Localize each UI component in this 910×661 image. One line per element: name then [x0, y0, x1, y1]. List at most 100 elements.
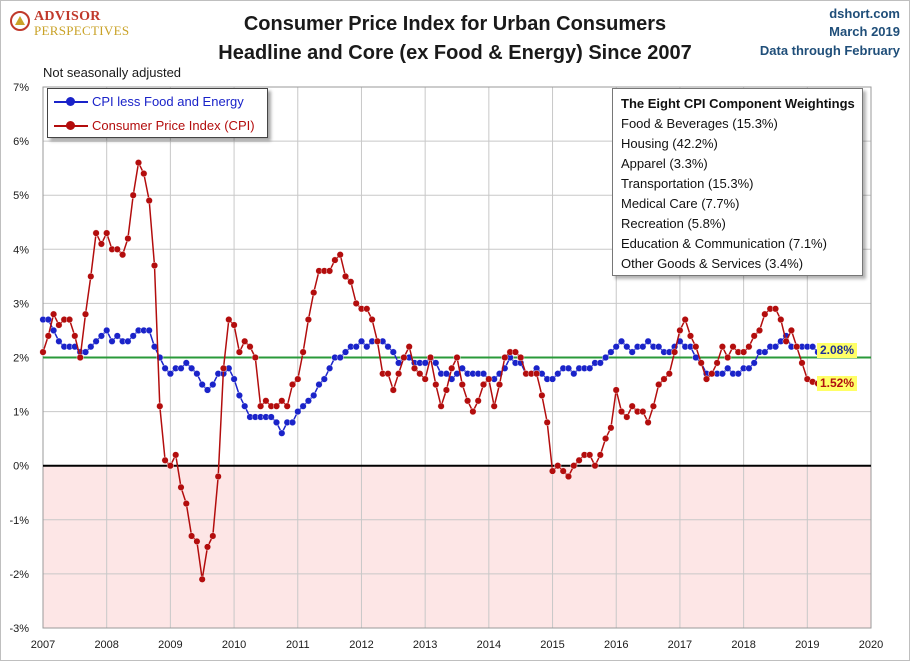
- x-tick-label: 2018: [731, 639, 755, 651]
- data-point-cpi: [352, 299, 360, 307]
- data-point-core: [772, 343, 780, 351]
- data-point-core: [103, 326, 111, 334]
- data-point-core: [235, 391, 243, 399]
- data-point-cpi: [50, 310, 58, 318]
- data-point-core: [198, 381, 206, 389]
- data-point-cpi: [161, 456, 169, 464]
- y-tick-label: 3%: [13, 298, 29, 310]
- data-point-cpi: [485, 375, 493, 383]
- data-point-core: [363, 343, 371, 351]
- data-point-core: [50, 326, 58, 334]
- x-tick-label: 2008: [94, 639, 118, 651]
- data-point-cpi: [39, 348, 47, 356]
- data-point-cpi: [411, 364, 419, 372]
- data-point-cpi: [342, 272, 350, 280]
- data-point-cpi: [405, 343, 413, 351]
- x-tick-label: 2011: [286, 639, 310, 651]
- data-point-cpi: [124, 234, 132, 242]
- data-point-cpi: [448, 364, 456, 372]
- data-point-cpi: [437, 402, 445, 410]
- data-point-cpi: [235, 348, 243, 356]
- data-point-core: [177, 364, 185, 372]
- data-point-cpi: [639, 408, 647, 416]
- data-point-cpi: [644, 418, 652, 426]
- logo-text-perspectives: PERSPECTIVES: [34, 23, 130, 38]
- data-point-cpi: [76, 354, 84, 362]
- data-point-cpi: [44, 332, 52, 340]
- data-point-cpi: [310, 289, 318, 297]
- data-point-cpi: [607, 424, 615, 432]
- data-point-core: [602, 354, 610, 362]
- x-tick-label: 2010: [222, 639, 246, 651]
- data-point-cpi: [745, 343, 753, 351]
- logo-text-advisor: ADVISOR: [34, 9, 101, 24]
- x-tick-label: 2013: [413, 639, 437, 651]
- data-point-cpi: [140, 170, 148, 178]
- data-point-cpi: [665, 370, 673, 378]
- data-point-cpi: [347, 278, 355, 286]
- data-point-cpi: [251, 354, 259, 362]
- data-point-cpi: [389, 386, 397, 394]
- data-point-cpi: [602, 435, 610, 443]
- data-point-core: [129, 332, 137, 340]
- data-point-cpi: [575, 456, 583, 464]
- data-point-cpi: [612, 386, 620, 394]
- chart-subtitle: Headline and Core (ex Food & Energy) Sin…: [218, 42, 692, 64]
- data-point-core: [761, 348, 769, 356]
- data-point-cpi: [740, 348, 748, 356]
- data-point-cpi: [203, 543, 211, 551]
- data-point-cpi: [421, 375, 429, 383]
- data-point-cpi: [71, 332, 79, 340]
- data-point-core: [166, 370, 174, 378]
- data-point-core: [336, 354, 344, 362]
- data-point-cpi: [326, 267, 334, 275]
- data-point-core: [655, 343, 663, 351]
- data-point-cpi: [756, 326, 764, 334]
- data-point-core: [161, 364, 169, 372]
- data-point-core: [644, 337, 652, 345]
- data-point-core: [81, 348, 89, 356]
- data-point-core: [320, 375, 328, 383]
- data-point-cpi: [373, 337, 381, 345]
- data-point-core: [145, 326, 153, 334]
- data-point-cpi: [543, 418, 551, 426]
- weighting-item: Food & Beverages (15.3%): [621, 116, 778, 131]
- data-point-cpi: [703, 375, 711, 383]
- data-point-cpi: [257, 402, 265, 410]
- data-point-cpi: [453, 354, 461, 362]
- y-tick-label: 7%: [13, 82, 29, 94]
- data-point-core: [389, 348, 397, 356]
- data-point-cpi: [336, 251, 344, 259]
- data-point-core: [586, 364, 594, 372]
- weighting-item: Other Goods & Services (3.4%): [621, 256, 804, 271]
- data-point-cpi: [649, 402, 657, 410]
- data-point-cpi: [586, 451, 594, 459]
- data-point-cpi: [623, 413, 631, 421]
- data-point-cpi: [676, 326, 684, 334]
- data-point-cpi: [511, 348, 519, 356]
- data-point-cpi: [81, 310, 89, 318]
- data-point-core: [480, 370, 488, 378]
- y-tick-label: 0%: [13, 461, 29, 473]
- data-point-cpi: [182, 500, 190, 508]
- data-point-core: [750, 359, 758, 367]
- data-point-cpi: [750, 332, 758, 340]
- data-point-cpi: [395, 370, 403, 378]
- data-point-core: [639, 343, 647, 351]
- data-point-core: [718, 370, 726, 378]
- logo-mark-icon: [10, 11, 30, 31]
- y-tick-label: 5%: [13, 190, 29, 202]
- data-point-cpi: [113, 245, 121, 253]
- weightings-title: The Eight CPI Component Weightings: [621, 96, 855, 111]
- data-point-cpi: [368, 316, 376, 324]
- data-point-core: [299, 402, 307, 410]
- core-latest-value-label: 2.08%: [817, 343, 858, 358]
- data-point-cpi: [761, 310, 769, 318]
- data-point-cpi: [687, 332, 695, 340]
- data-point-core: [554, 370, 562, 378]
- data-point-cpi: [289, 381, 297, 389]
- data-point-cpi: [517, 354, 525, 362]
- data-point-cpi: [458, 381, 466, 389]
- data-point-cpi: [193, 537, 201, 545]
- data-point-core: [565, 364, 573, 372]
